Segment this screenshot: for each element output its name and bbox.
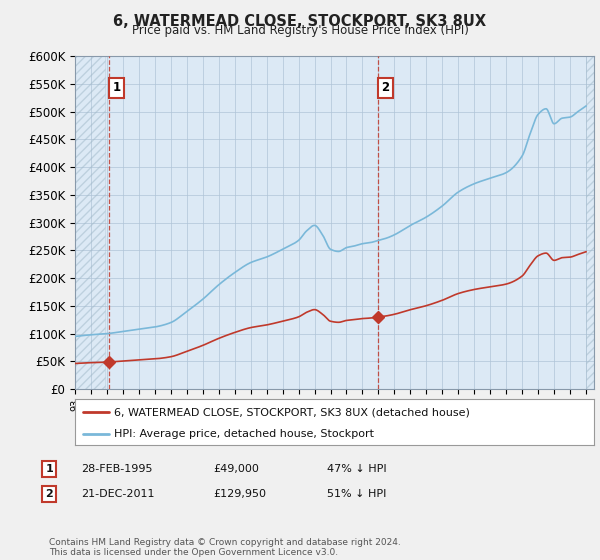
Text: 1: 1	[113, 81, 121, 94]
Text: Price paid vs. HM Land Registry's House Price Index (HPI): Price paid vs. HM Land Registry's House …	[131, 24, 469, 37]
Text: HPI: Average price, detached house, Stockport: HPI: Average price, detached house, Stoc…	[114, 429, 374, 438]
Text: 21-DEC-2011: 21-DEC-2011	[81, 489, 155, 499]
Text: 2: 2	[381, 81, 389, 94]
Text: 47% ↓ HPI: 47% ↓ HPI	[327, 464, 386, 474]
Text: Contains HM Land Registry data © Crown copyright and database right 2024.
This d: Contains HM Land Registry data © Crown c…	[49, 538, 401, 557]
Text: 1: 1	[46, 464, 53, 474]
Text: 2: 2	[46, 489, 53, 499]
Text: 51% ↓ HPI: 51% ↓ HPI	[327, 489, 386, 499]
Text: 6, WATERMEAD CLOSE, STOCKPORT, SK3 8UX: 6, WATERMEAD CLOSE, STOCKPORT, SK3 8UX	[113, 14, 487, 29]
Text: 6, WATERMEAD CLOSE, STOCKPORT, SK3 8UX (detached house): 6, WATERMEAD CLOSE, STOCKPORT, SK3 8UX (…	[114, 407, 470, 417]
Text: 28-FEB-1995: 28-FEB-1995	[81, 464, 152, 474]
Text: £49,000: £49,000	[213, 464, 259, 474]
Text: £129,950: £129,950	[213, 489, 266, 499]
